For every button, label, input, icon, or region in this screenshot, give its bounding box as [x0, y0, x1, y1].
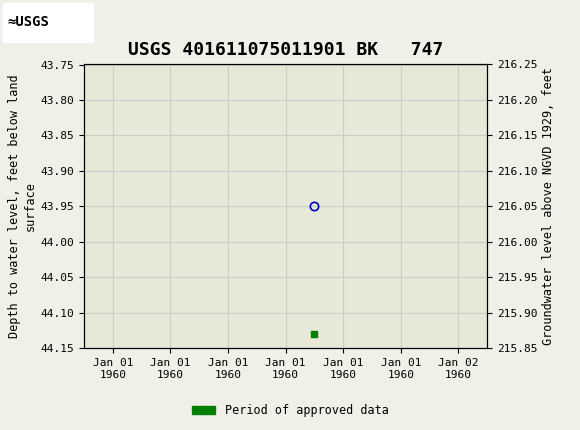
Title: USGS 401611075011901 BK   747: USGS 401611075011901 BK 747 — [128, 41, 443, 59]
FancyBboxPatch shape — [3, 3, 93, 43]
Y-axis label: Groundwater level above NGVD 1929, feet: Groundwater level above NGVD 1929, feet — [542, 68, 554, 345]
Text: ≈USGS: ≈USGS — [7, 15, 49, 29]
Legend: Period of approved data: Period of approved data — [187, 399, 393, 422]
Y-axis label: Depth to water level, feet below land
surface: Depth to water level, feet below land su… — [9, 74, 37, 338]
